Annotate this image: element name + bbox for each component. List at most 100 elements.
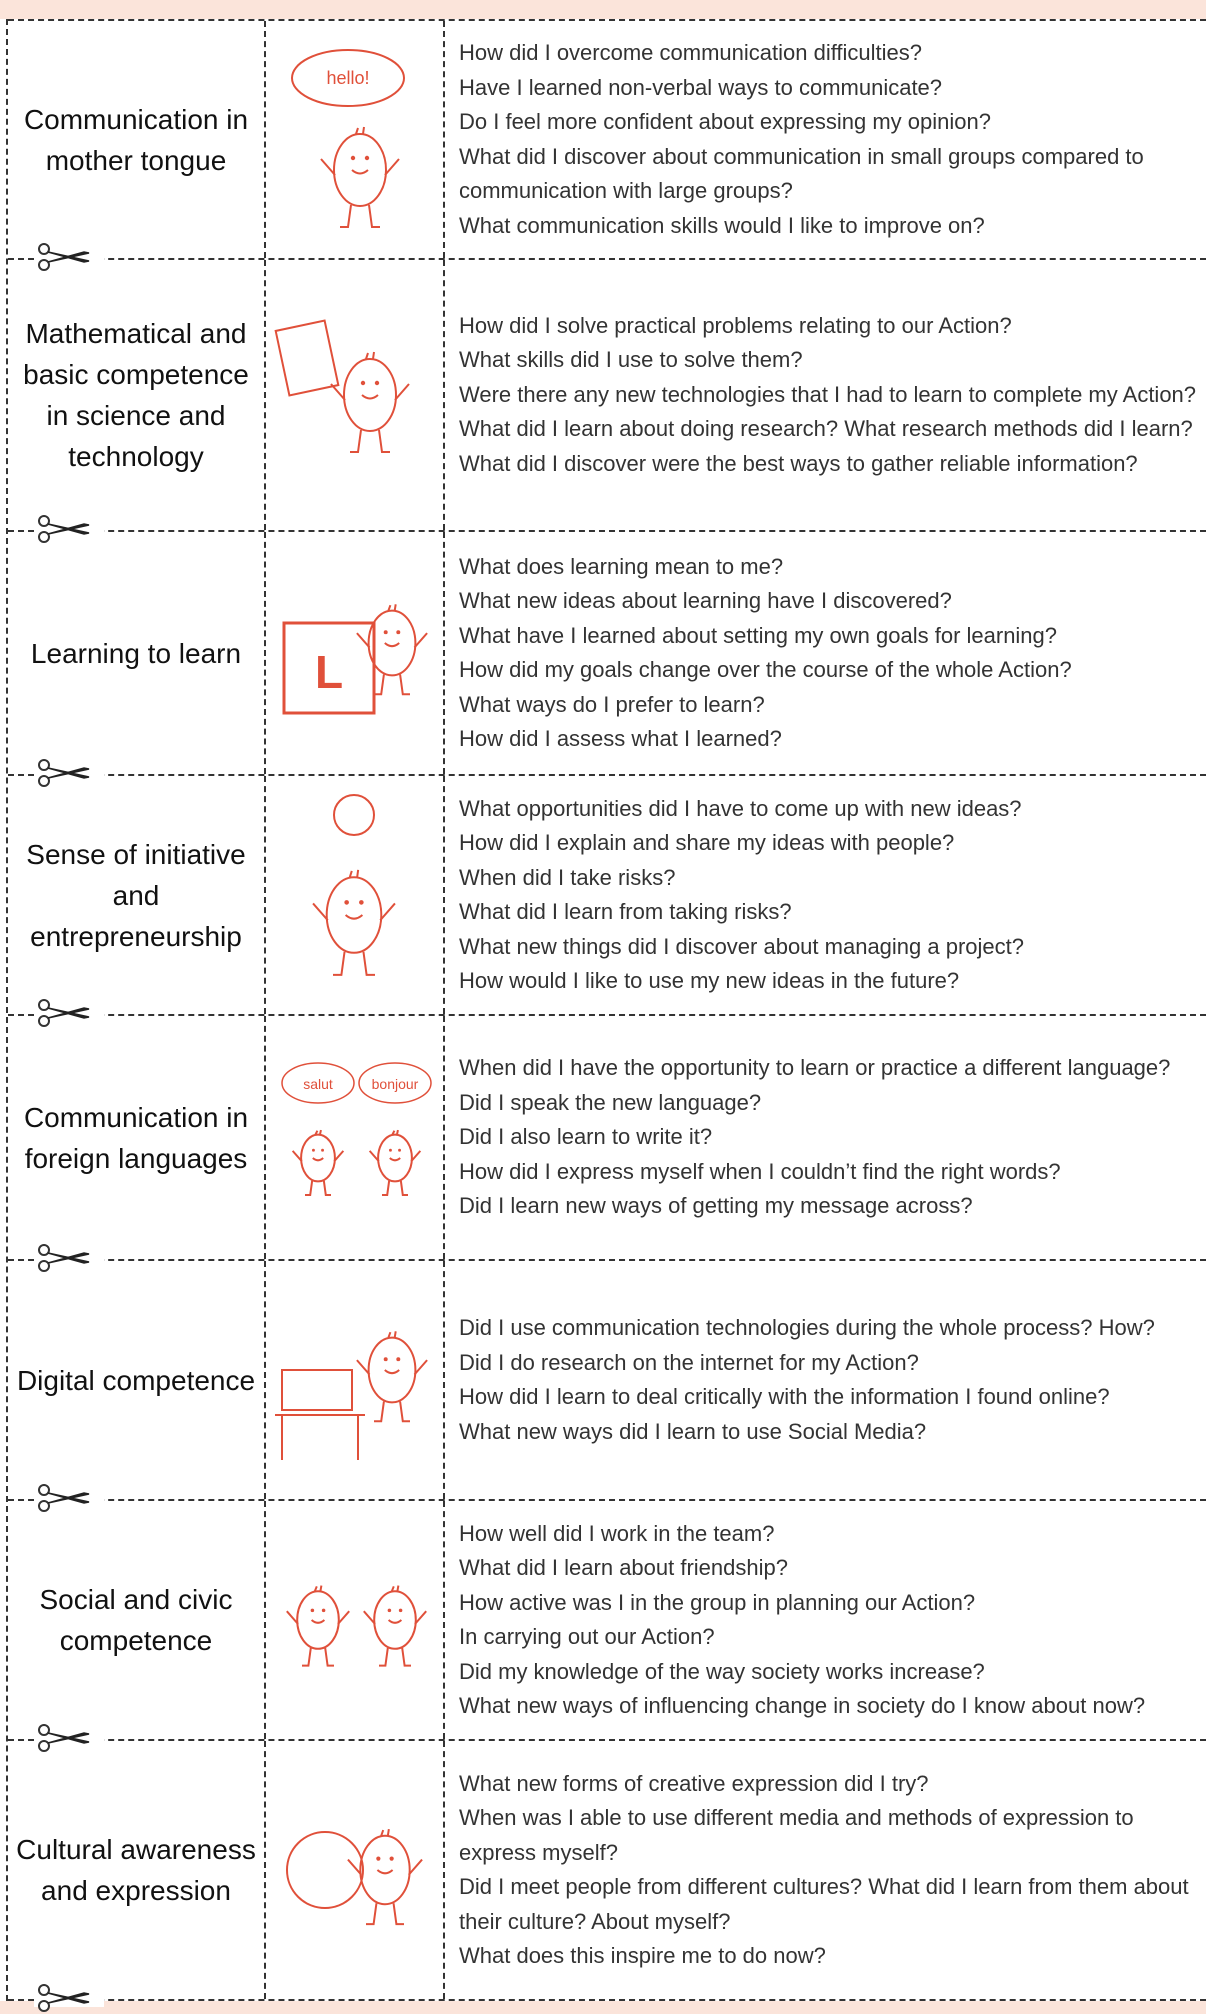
eye xyxy=(395,1357,400,1362)
eye xyxy=(388,1148,392,1152)
illustration xyxy=(311,794,396,976)
hair xyxy=(390,1585,399,1592)
question: When did I have the opportunity to learn… xyxy=(459,1055,1171,1081)
hair xyxy=(386,1331,397,1338)
question: How active was I in the group in plannin… xyxy=(459,1589,976,1615)
smile xyxy=(310,1619,325,1624)
hair xyxy=(348,869,359,878)
scissors-handle xyxy=(38,1260,50,1272)
scissors-handle xyxy=(38,1740,50,1752)
bubble-text: hello! xyxy=(326,68,369,88)
question: Did I speak the new language? xyxy=(459,1089,762,1115)
scissors-handle xyxy=(38,1500,50,1512)
hair xyxy=(354,126,365,134)
body xyxy=(376,1133,413,1182)
questions: How well did I work in the team? What did… xyxy=(445,1501,1206,1739)
smile xyxy=(383,642,400,648)
table-row: Social and civic competence How well did … xyxy=(8,1501,1206,1752)
scissors-handle xyxy=(38,759,50,771)
table-row: Mathematical and basic competence in sci… xyxy=(8,260,1206,543)
table-row: Communication in mother tongue hello! How … xyxy=(8,19,1206,271)
scissors-icon xyxy=(34,515,104,543)
arms xyxy=(319,157,400,176)
illustration-cell xyxy=(266,1741,445,1999)
question: Did my knowledge of the way society work… xyxy=(459,1658,985,1684)
legs xyxy=(381,1180,408,1196)
bubble-text: salut xyxy=(303,1076,333,1092)
competence-label: Learning to learn xyxy=(8,532,266,774)
body xyxy=(367,1336,416,1404)
question: What did I learn about doing research? W… xyxy=(459,416,1193,442)
body xyxy=(358,1834,411,1906)
arms xyxy=(346,1858,423,1876)
questions: What does learning mean to me? What new i… xyxy=(445,532,1206,774)
legs xyxy=(349,429,390,453)
question: What new ways of influencing change in s… xyxy=(459,1693,1146,1718)
table-row: Learning to learn L What does learning mea… xyxy=(8,532,1206,787)
body xyxy=(295,1590,340,1650)
table-row: Sense of initiative and entrepreneurship… xyxy=(8,776,1206,1027)
question: How did I overcome communication difficu… xyxy=(459,40,923,65)
question: How did I express myself when I couldn’t… xyxy=(459,1158,1061,1184)
scissors-blades xyxy=(47,1732,90,1744)
scissors-handle xyxy=(38,1724,50,1736)
arms xyxy=(285,1610,350,1625)
bottom-strip xyxy=(0,2001,1206,2014)
arms xyxy=(355,632,428,649)
body xyxy=(299,1133,336,1182)
questions: What new forms of creative expression di… xyxy=(445,1741,1206,1999)
hair xyxy=(379,1829,390,1837)
questions: How did I solve practical problems relat… xyxy=(445,260,1206,530)
illustration: L xyxy=(282,604,428,715)
question: How did I assess what I learned? xyxy=(459,726,782,751)
eye xyxy=(395,630,400,635)
smile xyxy=(383,1369,400,1375)
question: Did I use communication technologies dur… xyxy=(459,1315,1155,1340)
body xyxy=(325,876,382,954)
illustration: hello! xyxy=(290,48,405,228)
competence-label: Sense of initiative and entrepreneurship xyxy=(8,776,266,1014)
question: What opportunities did I have to come up… xyxy=(459,795,1022,821)
hair xyxy=(386,604,397,611)
question: What new ideas about learning have I dis… xyxy=(459,588,952,613)
eye xyxy=(383,1357,388,1362)
smile xyxy=(311,1156,324,1161)
scissors-blades xyxy=(47,1492,90,1504)
illustration-cell xyxy=(266,776,445,1014)
question: When did I take risks? xyxy=(459,864,676,890)
illustration xyxy=(273,319,410,453)
eye xyxy=(358,900,364,905)
table-row: Communication in foreign languages salut b… xyxy=(8,1016,1206,1272)
question: How did I solve practical problems relat… xyxy=(459,312,1012,338)
scissors-icon xyxy=(34,1724,104,1752)
eye xyxy=(387,1608,391,1613)
laptop xyxy=(280,1369,353,1411)
thought-bubble xyxy=(332,794,375,836)
scissors-blades xyxy=(47,523,90,535)
question: What did I discover were the best ways t… xyxy=(459,450,1138,476)
question: How would I like to use my new ideas in … xyxy=(459,968,960,993)
question: What does this inspire me to do now? xyxy=(459,1943,826,1968)
body xyxy=(332,132,387,207)
illustration-cell xyxy=(266,1261,445,1499)
question: What have I learned about setting my own… xyxy=(459,622,1058,648)
scissors-icon xyxy=(34,999,104,1027)
questions: When did I have the opportunity to learn… xyxy=(445,1016,1206,1259)
eye xyxy=(310,1608,314,1613)
question: What did I learn about friendship? xyxy=(459,1555,788,1580)
calculator xyxy=(273,319,340,397)
arms xyxy=(368,1149,421,1162)
arms xyxy=(311,902,396,921)
question: What communication skills would I like t… xyxy=(459,212,985,238)
smile xyxy=(350,168,369,174)
eye xyxy=(397,1148,401,1152)
question: What skills did I use to solve them? xyxy=(459,347,803,373)
arms xyxy=(362,1610,427,1625)
question: Do I feel more confident about expressin… xyxy=(459,109,991,134)
speech-bubble xyxy=(280,1061,355,1104)
competence-label: Communication in foreign languages xyxy=(8,1016,266,1259)
competence-label: Mathematical and basic competence in sci… xyxy=(8,260,266,530)
scissors-handle xyxy=(38,243,50,255)
questions: What opportunities did I have to come up… xyxy=(445,776,1206,1014)
